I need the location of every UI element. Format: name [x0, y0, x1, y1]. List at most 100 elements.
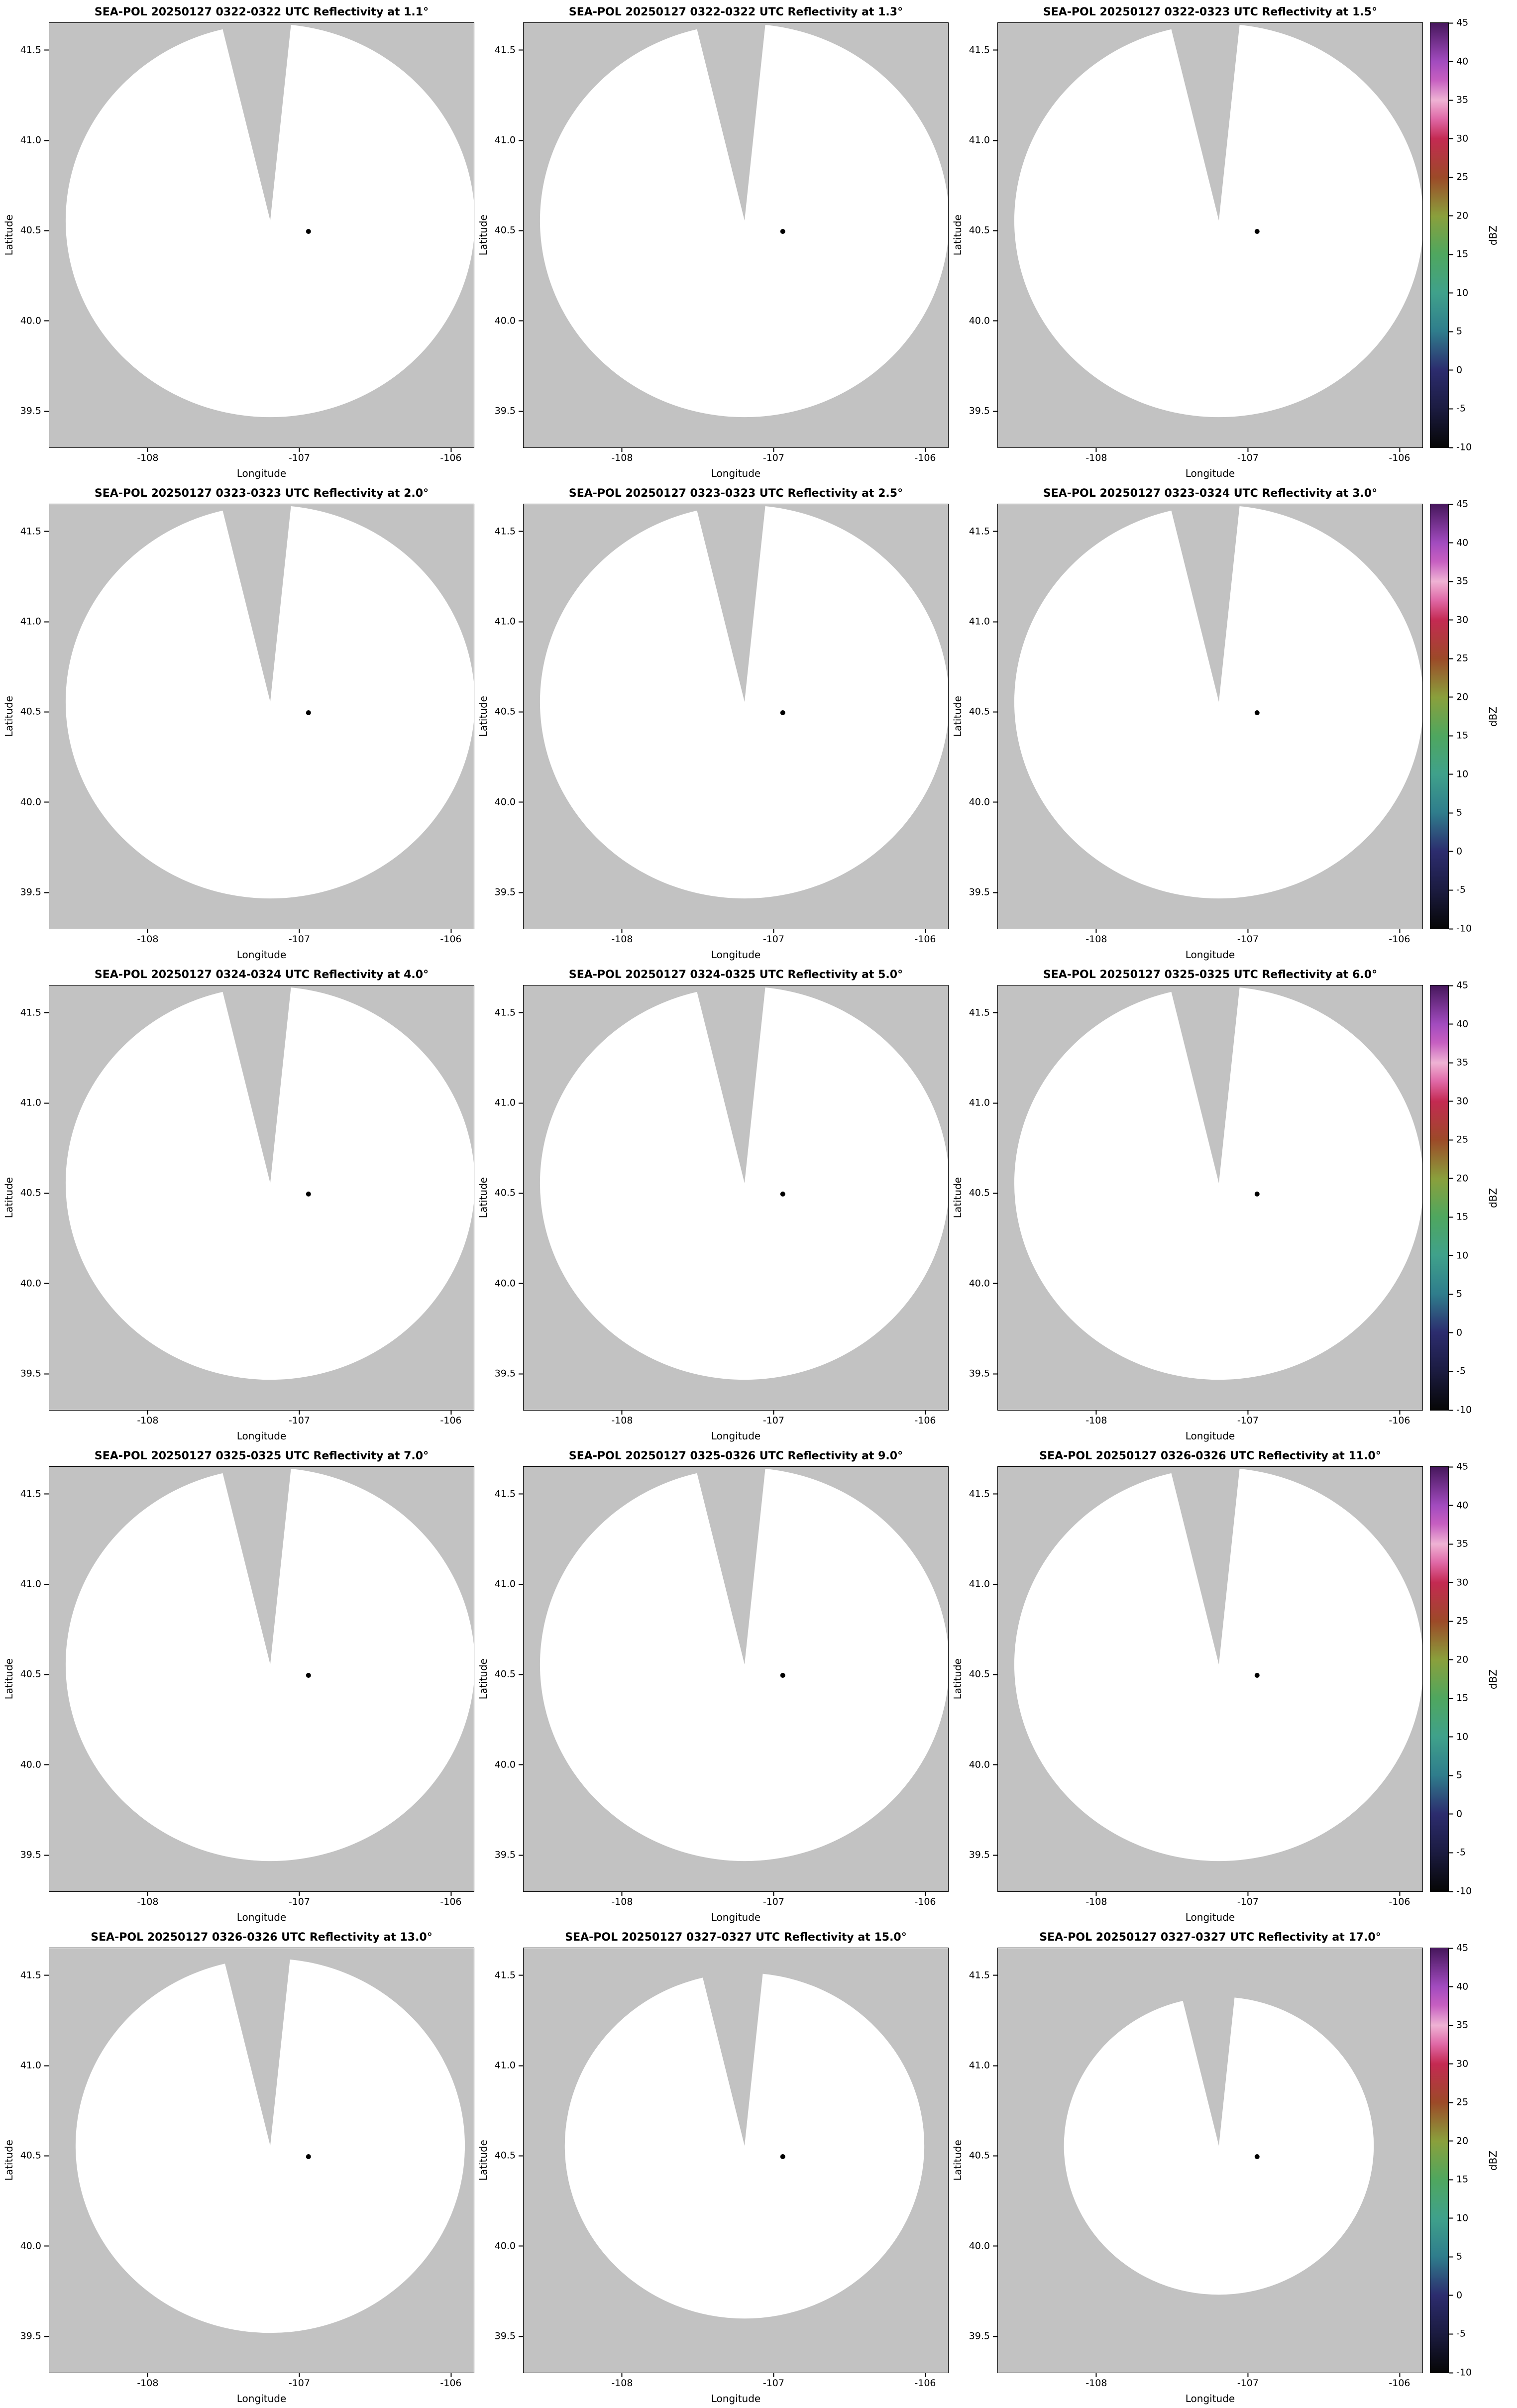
radar-site-dot	[1254, 710, 1260, 716]
y-axis-label-text: Latitude	[477, 215, 489, 256]
colorbar-axis-label-text: dBZ	[1487, 225, 1499, 245]
y-tick-label: 41.0	[20, 1578, 41, 1590]
y-tick-label: 41.5	[20, 526, 41, 537]
y-tick-label: 41.5	[494, 1970, 516, 1981]
colorbar-tick-label: 45	[1456, 1942, 1469, 1954]
scan-coverage-disc	[1014, 1468, 1422, 1861]
y-tick-label: 40.0	[969, 796, 990, 808]
radar-site-dot	[780, 710, 785, 716]
x-tick-label: -106	[1389, 452, 1410, 463]
y-tick-label: 39.5	[494, 886, 516, 898]
figure-row-3: SEA-POL 20250127 0324-0324 UTC Reflectiv…	[0, 964, 1517, 1445]
x-tick-label: -107	[762, 2378, 784, 2389]
ppi-panel: SEA-POL 20250127 0325-0325 UTC Reflectiv…	[0, 1445, 474, 1927]
x-tick-label: -107	[288, 452, 310, 463]
colorbar-tick-label: 25	[1456, 1134, 1469, 1145]
y-tick-label: 40.5	[969, 1668, 990, 1680]
panel-title: SEA-POL 20250127 0325-0325 UTC Reflectiv…	[1043, 969, 1378, 981]
scan-coverage-disc	[564, 1972, 925, 2319]
y-axis-label-text: Latitude	[3, 2140, 15, 2181]
plot-area: 41.5 41.0 40.5 40.0 39.5 -108 -107 -106 …	[969, 504, 1423, 960]
x-tick-label: -108	[137, 1896, 159, 1907]
radar-site-dot	[306, 2154, 311, 2160]
y-tick-label: 39.5	[969, 405, 990, 417]
x-tick-label: -106	[914, 1415, 936, 1426]
colorbar: 45 40 35 30 25 20 15 10 5 0 -5 -10 dBZ	[1423, 1445, 1517, 1927]
y-axis-label: Latitude	[474, 22, 492, 448]
colorbar-tick-label: 40	[1456, 537, 1469, 548]
scan-coverage-disc	[1014, 505, 1422, 899]
colorbar-axis-label-text: dBZ	[1487, 1669, 1499, 1689]
x-axis-label: Longitude	[711, 1911, 761, 1923]
colorbar-tick-label: 10	[1456, 768, 1469, 780]
colorbar-tick-label: -5	[1456, 403, 1466, 414]
radar-ppi-image	[998, 1948, 1422, 2373]
y-tick-label: 40.5	[969, 706, 990, 717]
x-tick-label: -107	[1237, 1896, 1259, 1907]
radar-site-dot	[1254, 2154, 1260, 2160]
y-tick-label: 41.0	[494, 1097, 516, 1108]
figure-row-4: SEA-POL 20250127 0325-0325 UTC Reflectiv…	[0, 1445, 1517, 1927]
y-axis-label: Latitude	[474, 504, 492, 929]
plot-area: 41.5 41.0 40.5 40.0 39.5 -108 -107 -106 …	[495, 1466, 949, 1922]
colorbar-tick-label: 15	[1456, 1692, 1469, 1704]
colorbar-tick-label: 45	[1456, 17, 1469, 28]
colorbar-tick-label: 15	[1456, 730, 1469, 741]
plot-area: 41.5 41.0 40.5 40.0 39.5 -108 -107 -106 …	[969, 1948, 1423, 2404]
scan-coverage-disc	[540, 1468, 948, 1861]
colorbar-tick-label: 35	[1456, 2019, 1469, 2031]
colorbar-tick-label: 40	[1456, 1981, 1469, 1992]
x-tick-label: -107	[1237, 934, 1259, 945]
colorbar-tick-label: 15	[1456, 2174, 1469, 2185]
y-tick-label: 39.5	[494, 405, 516, 417]
x-tick-label: -106	[1389, 1415, 1410, 1426]
colorbar-axis-label: dBZ	[1487, 2150, 1499, 2170]
y-axis-label-text: Latitude	[952, 696, 964, 737]
colorbar-tick-label: 10	[1456, 2212, 1469, 2224]
x-axis-label: Longitude	[711, 1430, 761, 1442]
y-tick-label: 41.5	[969, 1488, 990, 1500]
y-tick-label: 40.5	[494, 2150, 516, 2161]
radar-ppi-image	[49, 23, 474, 447]
y-tick-label: 41.5	[494, 526, 516, 537]
y-tick-label: 39.5	[969, 1368, 990, 1379]
y-tick-label: 39.5	[494, 2330, 516, 2342]
colorbar-tick-label: 35	[1456, 1538, 1469, 1549]
y-axis-label: Latitude	[474, 1948, 492, 2373]
x-tick-label: -107	[288, 1415, 310, 1426]
y-axis-label-text: Latitude	[3, 1658, 15, 1700]
x-axis-label: Longitude	[1185, 2393, 1235, 2405]
y-tick-label: 39.5	[969, 1849, 990, 1861]
ppi-panel: SEA-POL 20250127 0323-0323 UTC Reflectiv…	[474, 483, 949, 964]
scan-coverage-disc	[540, 505, 948, 899]
colorbar-axis-label-text: dBZ	[1487, 706, 1499, 727]
y-tick-label: 39.5	[969, 886, 990, 898]
y-tick-label: 41.5	[494, 1488, 516, 1500]
x-tick-label: -108	[137, 452, 159, 463]
y-tick-label: 41.0	[20, 2060, 41, 2071]
x-tick-label: -107	[762, 934, 784, 945]
panel-title: SEA-POL 20250127 0325-0325 UTC Reflectiv…	[94, 1450, 429, 1462]
y-tick-label: 40.5	[494, 1187, 516, 1199]
y-tick-label: 40.0	[494, 2240, 516, 2252]
radar-site-dot	[306, 1192, 311, 1197]
colorbar-tick-label: 40	[1456, 56, 1469, 67]
radar-ppi-image	[49, 1467, 474, 1891]
colorbar-tick-label: 45	[1456, 1461, 1469, 1472]
panel-title: SEA-POL 20250127 0323-0323 UTC Reflectiv…	[94, 487, 429, 500]
colorbar-tick-label: 20	[1456, 2135, 1469, 2147]
y-tick-label: 40.5	[969, 2150, 990, 2161]
y-tick-label: 41.5	[969, 44, 990, 56]
ppi-panel: SEA-POL 20250127 0327-0327 UTC Reflectiv…	[949, 1927, 1423, 2408]
colorbar-tick-label: 5	[1456, 2251, 1463, 2262]
y-axis-label: Latitude	[949, 1948, 967, 2373]
blocked-sector-wedge	[695, 985, 766, 1184]
radar-site-dot	[780, 1673, 785, 1678]
x-tick-label: -106	[914, 1896, 936, 1907]
radar-site-dot	[780, 2154, 785, 2160]
scan-coverage-disc	[66, 986, 474, 1380]
y-axis-label-text: Latitude	[952, 215, 964, 256]
colorbar-tick-label: 40	[1456, 1500, 1469, 1511]
panel-title: SEA-POL 20250127 0324-0325 UTC Reflectiv…	[568, 969, 903, 981]
x-tick-label: -107	[288, 1896, 310, 1907]
